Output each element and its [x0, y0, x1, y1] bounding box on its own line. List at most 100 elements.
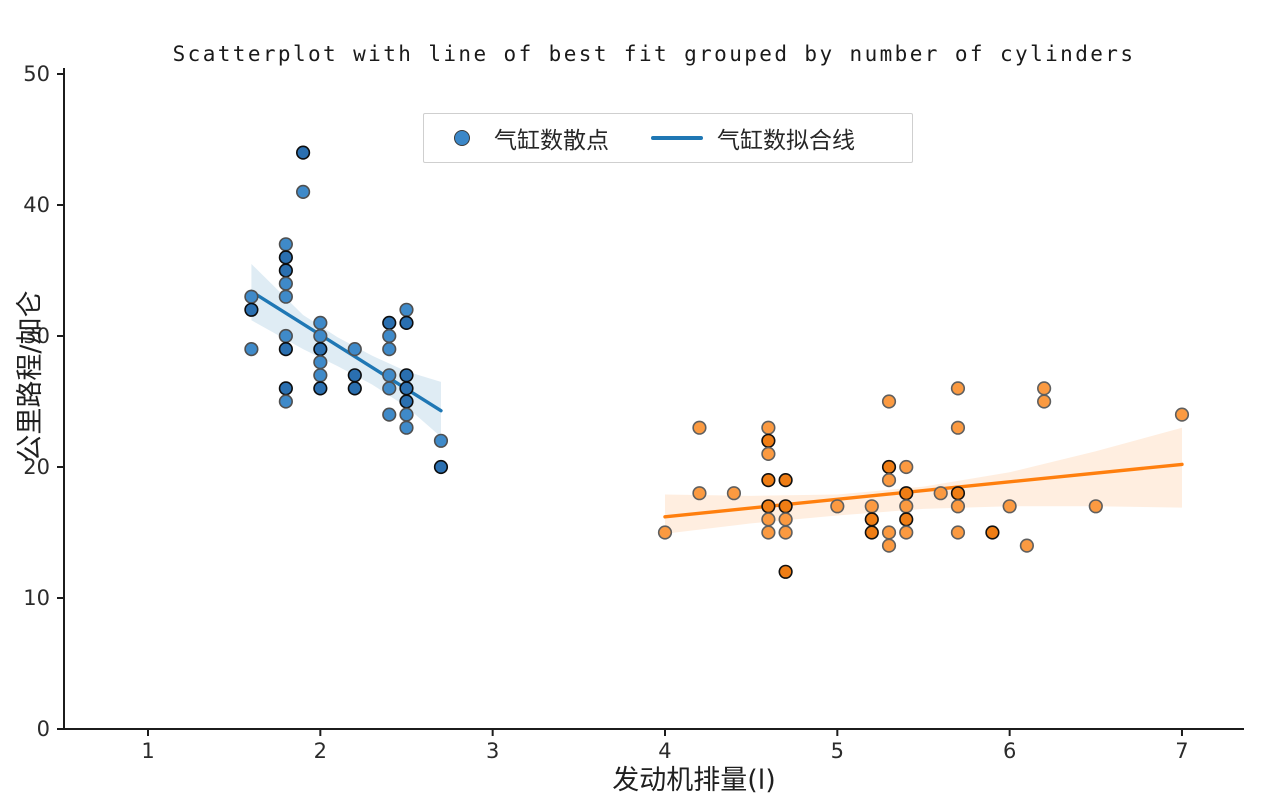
orange-scatter-point [692, 420, 707, 435]
orange-scatter-point [950, 381, 966, 396]
x-tick-label: 7 [1175, 739, 1188, 763]
legend-fitline-label: 气缸数拟合线 [717, 128, 855, 154]
orange-scatter-point [830, 499, 845, 514]
blue-scatter-point [382, 407, 397, 422]
chart-title: Scatterplot with line of best fit groupe… [172, 42, 1136, 66]
blue-scatter-point [433, 433, 449, 448]
blue-scatter-point [347, 342, 362, 357]
blue-scatter-point [313, 342, 328, 357]
blue-scatter-point [313, 355, 328, 370]
orange-scatter-point [864, 512, 879, 527]
blue-scatter-point [295, 145, 311, 160]
x-tick-label: 4 [658, 739, 671, 763]
y-tick-label: 0 [37, 717, 50, 741]
orange-scatter-point [950, 499, 966, 514]
x-tick-label: 5 [831, 739, 844, 763]
blue-scatter-point [399, 315, 414, 331]
orange-scatter-point [864, 499, 879, 514]
orange-scatter-point [881, 459, 897, 475]
blue-scatter-point [382, 328, 397, 344]
y-tick-label: 20 [23, 455, 50, 479]
orange-scatter-point [761, 525, 776, 540]
orange-scatter-point [899, 525, 914, 540]
blue-scatter-point [399, 407, 414, 422]
orange-scatter-point [881, 473, 897, 488]
orange-scatter-point [778, 499, 793, 514]
blue-scatter-point [399, 381, 414, 396]
blue-scatter-point [382, 381, 397, 396]
orange-scatter-point [985, 525, 1000, 540]
x-axis-label: 发动机排量(l) [612, 765, 776, 796]
blue-scatter-point [347, 381, 362, 396]
blue-scatter-point [313, 328, 328, 344]
orange-scatter-point [950, 525, 966, 540]
blue-scatter-point [313, 315, 328, 331]
blue-scatter-point [399, 302, 414, 317]
orange-scatter-point [1037, 394, 1052, 409]
blue-scatter-point [382, 315, 397, 331]
blue-scatter-point [244, 289, 259, 304]
blue-scatter-point [278, 237, 293, 252]
blue-scatter-point [313, 368, 328, 383]
y-tick-label: 40 [23, 193, 50, 217]
orange-scatter-point [1174, 407, 1190, 422]
orange-scatter-point [778, 512, 793, 527]
orange-scatter-point [726, 486, 742, 501]
orange-scatter-point [1088, 499, 1103, 514]
orange-scatter-point [1019, 538, 1034, 553]
blue-scatter-point [278, 342, 293, 357]
orange-scatter-point [1037, 381, 1052, 396]
blue-scatter-point [382, 342, 397, 357]
orange-scatter-point [881, 538, 897, 553]
legend-box: 气缸数散点 气缸数拟合线 [423, 113, 913, 163]
blue-scatter-point [347, 368, 362, 383]
orange-scatter-point [657, 525, 673, 540]
blue-scatter-point [399, 420, 414, 435]
orange-scatter-point [1002, 499, 1017, 514]
orange-scatter-point [778, 473, 793, 488]
x-tick-label: 6 [1003, 739, 1016, 763]
orange-scatter-point [881, 525, 897, 540]
blue-scatter-point [399, 368, 414, 383]
orange-scatter-point [692, 486, 707, 501]
orange-confidence-band [664, 427, 1182, 534]
blue-scatter-point [278, 250, 293, 265]
y-tick-label: 10 [23, 586, 50, 610]
blue-scatter-point [278, 328, 293, 344]
orange-scatter-point [950, 486, 966, 501]
orange-scatter-point [778, 564, 793, 579]
blue-scatter-point [278, 394, 293, 409]
x-tick-label: 2 [314, 739, 327, 763]
blue-scatter-point [433, 459, 449, 475]
blue-scatter-point [399, 394, 414, 409]
orange-scatter-point [761, 446, 776, 462]
orange-scatter-point [761, 473, 776, 488]
orange-scatter-point [761, 512, 776, 527]
y-tick-label: 50 [23, 62, 50, 86]
orange-scatter-point [761, 433, 776, 448]
x-tick-label: 1 [141, 739, 154, 763]
orange-scatter-point [761, 420, 776, 435]
blue-scatter-point [278, 381, 293, 396]
orange-scatter-point [899, 512, 914, 527]
blue-scatter-point [244, 342, 259, 357]
x-tick-label: 3 [486, 739, 499, 763]
y-tick-label: 30 [23, 324, 50, 348]
blue-scatter-point [278, 263, 293, 278]
blue-scatter-point [278, 276, 293, 291]
blue-scatter-point [313, 381, 328, 396]
legend-fitline-marker-icon [651, 136, 703, 140]
blue-scatter-point [382, 368, 397, 383]
legend-scatter-marker-icon [454, 130, 470, 146]
orange-scatter-point [778, 525, 793, 540]
blue-scatter-point [278, 289, 293, 304]
y-axis-label: 公里路程/加仑 [15, 290, 46, 462]
orange-scatter-point [950, 420, 966, 435]
blue-scatter-point [244, 302, 259, 317]
orange-scatter-point [899, 459, 914, 475]
orange-scatter-point [881, 394, 897, 409]
legend-scatter-label: 气缸数散点 [494, 128, 609, 154]
orange-scatter-point [864, 525, 879, 540]
